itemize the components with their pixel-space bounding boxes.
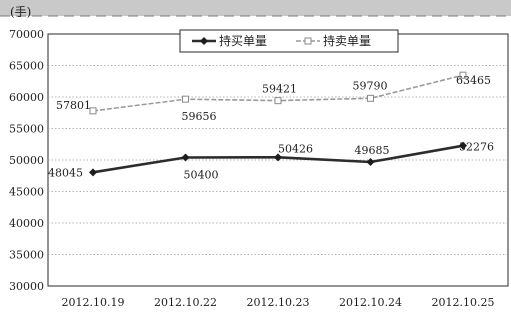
y-tick-label: 45000 (9, 186, 44, 199)
legend-label: 持卖单量 (323, 33, 371, 48)
header-band (0, 0, 511, 16)
legend-marker (304, 37, 312, 45)
x-tick-label: 2012.10.25 (432, 296, 495, 309)
y-tick-label: 30000 (9, 280, 44, 293)
x-tick-label: 2012.10.24 (339, 296, 402, 309)
data-label: 57801 (56, 99, 91, 112)
data-point (89, 107, 97, 115)
data-point (274, 97, 282, 105)
data-point (89, 168, 97, 177)
data-label: 59421 (262, 83, 297, 96)
data-label: 48045 (48, 166, 83, 179)
data-label: 63465 (456, 74, 491, 87)
data-point (459, 141, 467, 150)
data-point (367, 94, 374, 102)
y-tick-label: 60000 (9, 91, 44, 104)
legend-label: 持买单量 (219, 33, 267, 48)
data-label: 52276 (459, 141, 494, 154)
data-point (274, 153, 282, 162)
data-label: 49685 (355, 144, 390, 157)
y-tick-label: 55000 (9, 123, 44, 136)
x-tick-label: 2012.10.19 (62, 296, 125, 309)
data-label: 50400 (184, 168, 219, 181)
y-tick-label: 50000 (9, 154, 44, 167)
legend-marker (200, 37, 208, 45)
y-tick-label: 40000 (9, 217, 44, 230)
data-point (181, 153, 190, 162)
y-tick-label: 70000 (9, 28, 44, 41)
data-point (366, 157, 375, 166)
data-point (182, 95, 189, 103)
data-label: 50426 (278, 142, 313, 155)
data-label: 59656 (182, 110, 217, 123)
legend-box (179, 29, 399, 53)
x-tick-label: 2012.10.22 (154, 296, 217, 309)
y-tick-label: 35000 (9, 249, 44, 262)
y-axis-label: (手) (10, 5, 31, 19)
data-label: 59790 (353, 79, 388, 92)
y-tick-label: 65000 (9, 60, 44, 73)
data-point (459, 71, 467, 79)
x-tick-label: 2012.10.23 (247, 296, 310, 309)
